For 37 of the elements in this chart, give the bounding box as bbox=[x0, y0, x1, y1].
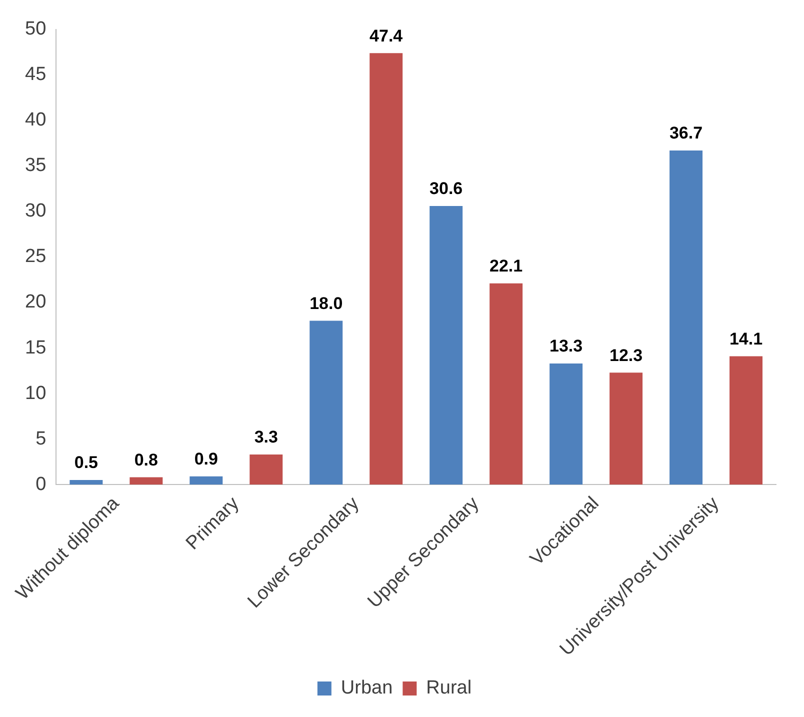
data-label: 3.3 bbox=[254, 428, 278, 447]
bar bbox=[370, 53, 403, 485]
y-tick-label: 40 bbox=[25, 110, 46, 131]
data-label: 22.1 bbox=[490, 256, 523, 276]
bar bbox=[730, 356, 763, 485]
legend-label: Urban bbox=[340, 678, 393, 699]
data-label: 13.3 bbox=[550, 336, 583, 356]
y-tick-label: 50 bbox=[25, 18, 46, 40]
data-label: 12.3 bbox=[609, 346, 643, 365]
data-label: 0.9 bbox=[194, 450, 218, 469]
bar bbox=[190, 476, 223, 485]
y-tick-label: 15 bbox=[25, 337, 46, 358]
data-label: 0.8 bbox=[134, 450, 158, 470]
y-tick-label: 35 bbox=[25, 155, 46, 176]
y-tick-label: 30 bbox=[25, 200, 46, 222]
y-tick-label: 25 bbox=[25, 246, 46, 268]
data-label: 47.4 bbox=[370, 26, 404, 46]
bar bbox=[430, 206, 463, 485]
data-label: 14.1 bbox=[729, 329, 763, 348]
bar bbox=[490, 283, 523, 485]
bar bbox=[250, 454, 283, 485]
y-tick-label: 20 bbox=[25, 292, 46, 313]
y-tick-label: 5 bbox=[36, 428, 46, 450]
y-tick-label: 0 bbox=[36, 474, 46, 495]
data-label: 36.7 bbox=[669, 124, 703, 143]
bar bbox=[130, 477, 163, 485]
data-label: 18.0 bbox=[310, 294, 343, 313]
y-tick-label: 45 bbox=[25, 64, 46, 86]
bar bbox=[70, 480, 103, 485]
y-tick-label: 10 bbox=[25, 382, 46, 404]
legend-label: Rural bbox=[426, 678, 472, 699]
bar bbox=[310, 320, 343, 485]
data-label: 0.5 bbox=[74, 453, 98, 472]
data-label: 30.6 bbox=[430, 179, 463, 198]
bar bbox=[610, 372, 643, 485]
bar bbox=[550, 364, 583, 485]
bar bbox=[670, 150, 703, 485]
